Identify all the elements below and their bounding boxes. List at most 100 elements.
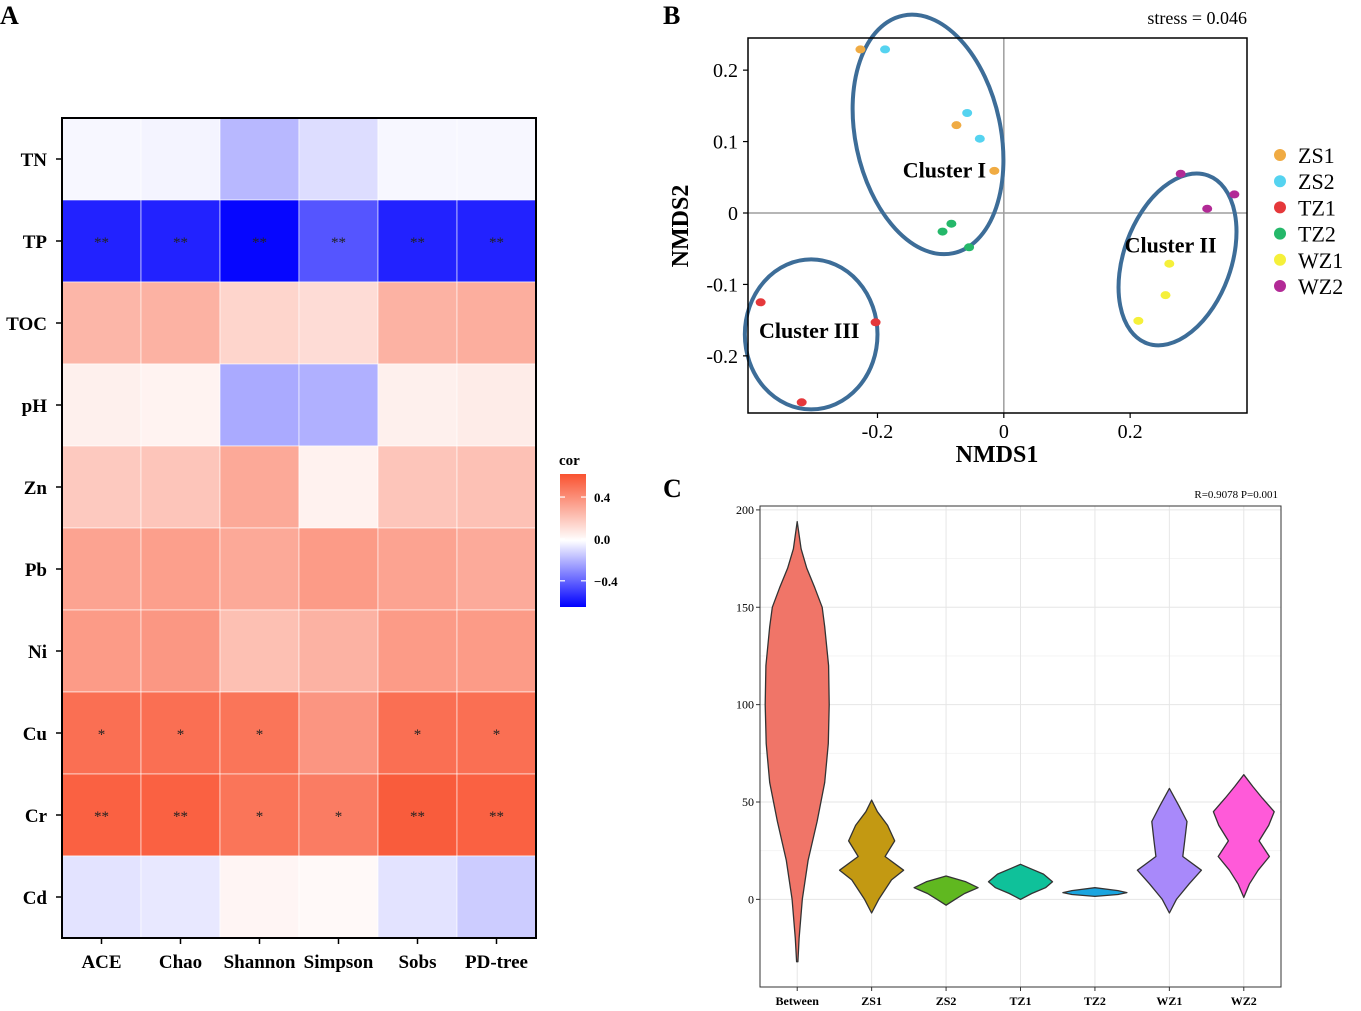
significance-mark: *: [256, 809, 264, 825]
heatmap-cell: [298, 117, 379, 201]
data-point-zs1: [855, 45, 866, 54]
heatmap-cell: [298, 691, 379, 775]
x-axis-tick-label: Between: [776, 994, 820, 1008]
significance-mark: *: [414, 727, 422, 743]
heatmap-cell: [140, 363, 221, 447]
heatmap-cell: [61, 855, 142, 939]
violin-zs1: [838, 799, 905, 914]
heatmap-cell: [61, 609, 142, 693]
row-label: TOC: [6, 314, 47, 335]
heatmap-cell: [377, 445, 458, 529]
significance-mark: *: [335, 809, 343, 825]
heatmap-color-legend: cor 0.4 0.0 −0.4: [559, 453, 618, 607]
cluster-ellipse: [742, 257, 880, 412]
heatmap-cell: [219, 527, 300, 611]
data-point-tz1: [870, 318, 881, 327]
row-label: Ni: [28, 642, 47, 663]
cluster-label: Cluster I: [903, 157, 986, 182]
heatmap-cell: [377, 117, 458, 201]
column-label: ACE: [81, 952, 121, 973]
y-axis-tick-label: 150: [736, 600, 754, 614]
cluster-label: Cluster III: [759, 318, 859, 343]
significance-mark: **: [173, 235, 188, 251]
heatmap-cell: [61, 281, 142, 365]
violin-tz1: [987, 863, 1054, 901]
heatmap-cell: [456, 445, 537, 529]
heatmap-cell: [140, 855, 221, 939]
y-axis-tick-label: 0.2: [713, 60, 738, 82]
column-label: Chao: [159, 952, 202, 973]
legend-tick-label: 0.0: [594, 532, 610, 547]
row-label: pH: [22, 396, 48, 417]
heatmap-cell: [140, 773, 221, 857]
row-label: Cu: [23, 724, 48, 745]
legend-swatch-wz1: [1274, 253, 1286, 266]
heatmap-cell: [140, 609, 221, 693]
x-axis-tick-label: TZ2: [1084, 994, 1106, 1008]
data-point-zs2: [962, 109, 973, 117]
heatmap-cell: [377, 691, 458, 775]
violin-zs2: [913, 875, 979, 906]
x-axis-tick-label: ZS1: [861, 994, 882, 1008]
heatmap-cell: [219, 363, 300, 447]
heatmap-cell: [456, 609, 537, 693]
violin-plot: R=0.9078 P=0.001 0 50 100 150 200 Between ZS1 Z…: [736, 489, 1282, 1008]
significance-mark: *: [177, 727, 185, 743]
heatmap-cell: [456, 281, 537, 365]
column-label: Simpson: [304, 952, 374, 973]
nmds-plot: stress = 0.046 NMDS1 NMDS2 Cluster I Clus…: [668, 8, 1343, 468]
row-label: Cr: [25, 806, 48, 827]
legend-swatch-zs2: [1274, 175, 1286, 188]
heatmap-cell: [140, 281, 221, 365]
data-point-wz2: [1175, 169, 1186, 178]
violin-wz2: [1212, 774, 1275, 899]
data-point-wz1: [1160, 291, 1171, 300]
x-axis-tick-label: ZS2: [936, 994, 957, 1008]
y-axis-tick-label: 50: [742, 795, 754, 809]
heatmap-cell: [140, 445, 221, 529]
heatmap-cell: [140, 527, 221, 611]
violin-wz1: [1136, 787, 1203, 914]
significance-mark: **: [94, 235, 109, 251]
legend-swatch-zs1: [1274, 149, 1286, 161]
y-axis-tick-label: 100: [736, 698, 754, 712]
significance-mark: *: [256, 727, 264, 743]
significance-mark: **: [94, 809, 109, 825]
data-point-zs1: [989, 166, 1000, 175]
legend-swatch-wz2: [1274, 280, 1286, 292]
heatmap-cell: [219, 281, 300, 365]
heatmap-cell: [61, 773, 142, 857]
heatmap-cell: [219, 117, 300, 201]
row-label: TP: [23, 232, 48, 253]
heatmap-cell: [219, 691, 300, 775]
data-point-zs2: [880, 45, 891, 54]
legend-swatch-tz2: [1274, 227, 1286, 240]
x-axis-tick-label: WZ2: [1231, 994, 1257, 1008]
heatmap-cell: [298, 527, 379, 611]
column-label: Shannon: [224, 952, 296, 973]
heatmap-cell: [140, 199, 221, 283]
legend-colorbar: [560, 474, 586, 607]
cluster-ellipse: [1116, 171, 1239, 348]
heatmap-cell: [377, 527, 458, 611]
significance-mark: **: [173, 809, 188, 825]
heatmap-cell: [456, 855, 537, 939]
significance-mark: *: [493, 727, 501, 743]
heatmap-cell: [456, 199, 537, 283]
heatmap-cell: [61, 691, 142, 775]
row-label: TN: [21, 150, 48, 171]
legend-tick-label: −0.4: [594, 574, 618, 589]
violin-tz2: [1062, 887, 1128, 898]
legend-tick-label: 0.4: [594, 490, 611, 505]
heatmap-cell: [140, 117, 221, 201]
column-label: PD-tree: [465, 952, 528, 973]
heatmap-cell: [456, 363, 537, 447]
significance-mark: **: [489, 809, 504, 825]
data-point-tz1: [796, 398, 807, 407]
heatmap-cell: [298, 281, 379, 365]
significance-mark: **: [410, 809, 425, 825]
heatmap-cell: [219, 855, 300, 939]
heatmap-cell: [298, 855, 379, 939]
panel-label-c: C: [663, 474, 682, 503]
legend-label: TZ2: [1298, 222, 1336, 247]
